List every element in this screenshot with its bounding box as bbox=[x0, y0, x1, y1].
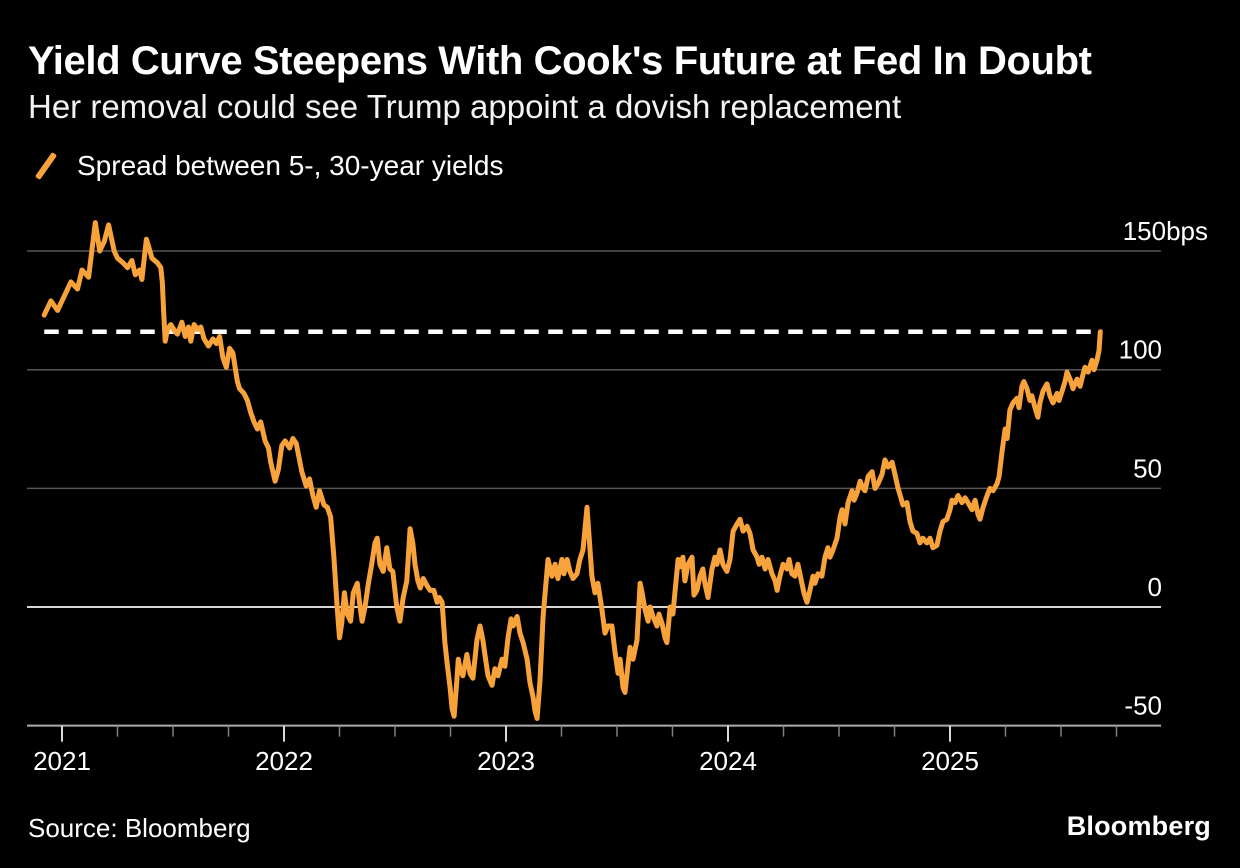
x-tick-label: 2023 bbox=[477, 746, 535, 776]
y-tick-label: -50 bbox=[1124, 691, 1162, 721]
source-note: Source: Bloomberg bbox=[28, 813, 251, 843]
chart-subtitle: Her removal could see Trump appoint a do… bbox=[28, 88, 902, 125]
legend: Spread between 5-, 30-year yields bbox=[28, 150, 1220, 182]
bloomberg-logo: Bloomberg bbox=[1066, 811, 1211, 841]
y-tick-label: 0 bbox=[1148, 572, 1162, 602]
spread-line bbox=[41, 220, 1103, 721]
x-tick-label: 2024 bbox=[699, 746, 757, 776]
legend-label: Spread between 5-, 30-year yields bbox=[77, 150, 504, 181]
x-tick-label: 2021 bbox=[33, 746, 91, 776]
page-title: Yield Curve Steepens With Cook's Future … bbox=[28, 39, 1092, 83]
y-tick-label: 50 bbox=[1133, 453, 1162, 483]
y-tick-label: 100 bbox=[1119, 335, 1162, 365]
y-tick-label: 150bps bbox=[1123, 216, 1208, 246]
x-tick-label: 2022 bbox=[255, 746, 313, 776]
x-tick-label: 2025 bbox=[921, 746, 979, 776]
